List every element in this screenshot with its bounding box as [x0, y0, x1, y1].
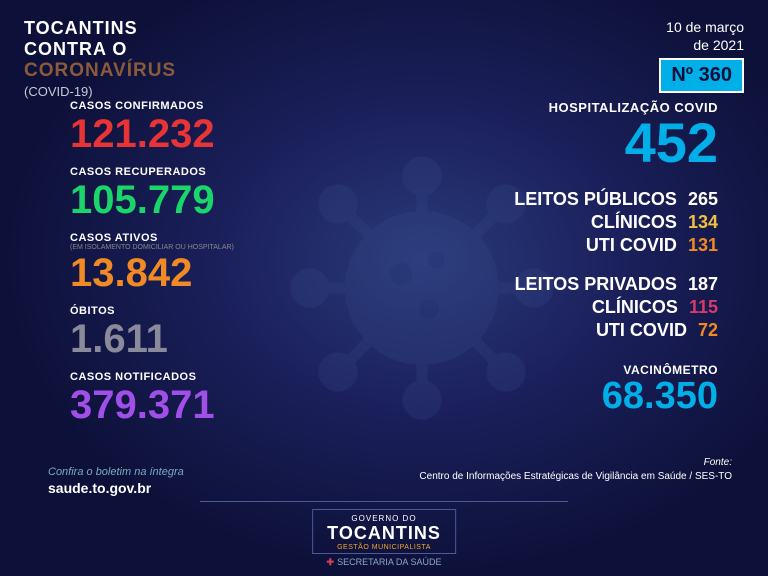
title-line-2: CONTRA O [24, 39, 176, 60]
private-beds-total: LEITOS PRIVADOS 187 [514, 274, 718, 295]
deaths-value: 1.611 [70, 319, 234, 359]
government-logo: GOVERNO DO TOCANTINS GESTÃO MUNICIPALIST… [312, 509, 456, 568]
notified-label: CASOS NOTIFICADOS [70, 371, 234, 383]
private-beds-clinical: CLÍNICOS 115 [514, 297, 718, 318]
bulletin-link-label: Confira o boletim na íntegra [48, 466, 184, 478]
vaccination-block: VACINÔMETRO 68.350 [514, 363, 718, 415]
plus-icon: ✚ [327, 557, 335, 567]
private-icu-num: 72 [698, 320, 718, 340]
private-beds-total-num: 187 [688, 274, 718, 294]
deaths-label: ÓBITOS [70, 305, 234, 317]
confirmed-value: 121.232 [70, 114, 234, 154]
public-clinical-num: 134 [688, 212, 718, 232]
left-stats-column: CASOS CONFIRMADOS 121.232 CASOS RECUPERA… [70, 100, 234, 437]
publication-date: 10 de março de 2021 [666, 18, 744, 54]
footer-divider [200, 501, 568, 502]
hospitalization-value: 452 [514, 115, 718, 171]
private-clinical-num: 115 [689, 297, 718, 317]
right-stats-column: HOSPITALIZAÇÃO COVID 452 LEITOS PÚBLICOS… [514, 100, 718, 415]
issue-number-badge: Nº 360 [659, 58, 744, 93]
public-beds-total-num: 265 [688, 189, 718, 209]
bulletin-url: saude.to.gov.br [48, 480, 151, 496]
public-beds-total: LEITOS PÚBLICOS 265 [514, 189, 718, 210]
private-beds-icu: UTI COVID 72 [514, 320, 718, 341]
recovered-value: 105.779 [70, 180, 234, 220]
vaccination-value: 68.350 [514, 377, 718, 415]
public-beds-clinical: CLÍNICOS 134 [514, 212, 718, 233]
confirmed-label: CASOS CONFIRMADOS [70, 100, 234, 112]
hospitalization-block: HOSPITALIZAÇÃO COVID 452 [514, 100, 718, 171]
notified-value: 379.371 [70, 385, 234, 425]
source-block: Fonte: Centro de Informações Estratégica… [419, 456, 732, 484]
title-line-1: TOCANTINS [24, 18, 176, 39]
recovered-label: CASOS RECUPERADOS [70, 166, 234, 178]
source-label: Fonte: [419, 456, 732, 470]
active-cases-block: CASOS ATIVOS (EM ISOLAMENTO DOMICILIAR O… [70, 232, 234, 293]
recovered-cases-block: CASOS RECUPERADOS 105.779 [70, 166, 234, 220]
confirmed-cases-block: CASOS CONFIRMADOS 121.232 [70, 100, 234, 154]
deaths-block: ÓBITOS 1.611 [70, 305, 234, 359]
public-beds-group: LEITOS PÚBLICOS 265 CLÍNICOS 134 UTI COV… [514, 189, 718, 256]
active-value: 13.842 [70, 253, 234, 293]
active-label: CASOS ATIVOS [70, 232, 234, 244]
public-icu-num: 131 [688, 235, 718, 255]
private-beds-group: LEITOS PRIVADOS 187 CLÍNICOS 115 UTI COV… [514, 274, 718, 341]
active-sublabel: (EM ISOLAMENTO DOMICILIAR OU HOSPITALAR) [70, 244, 234, 251]
notified-cases-block: CASOS NOTIFICADOS 379.371 [70, 371, 234, 425]
title-line-4: (COVID-19) [24, 84, 176, 99]
title-line-3: CORONAVÍRUS [24, 60, 176, 82]
main-title: TOCANTINS CONTRA O CORONAVÍRUS (COVID-19… [24, 18, 176, 99]
source-text: Centro de Informações Estratégicas de Vi… [419, 470, 732, 484]
public-beds-icu: UTI COVID 131 [514, 235, 718, 256]
